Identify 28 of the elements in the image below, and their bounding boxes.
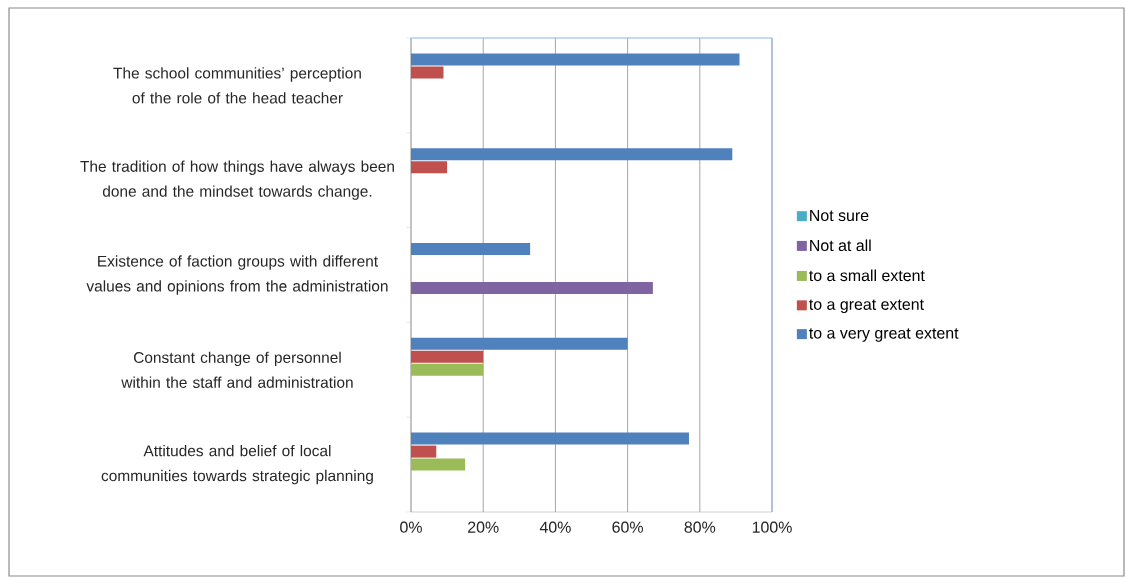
x-tick-label: 60% <box>612 521 643 533</box>
bar <box>411 242 531 255</box>
bar <box>411 363 484 376</box>
y-tick-label: The school communities’ perception of the role of the head teacher <box>113 67 361 104</box>
bar <box>411 337 628 350</box>
legend-label: to a very great extent <box>809 328 959 342</box>
y-tick-label: The tradition of how things have always been done and the mindset towards change. <box>80 160 394 200</box>
y-tick-label: Attitudes and belief of local communities towards strategic planning <box>101 444 373 485</box>
x-tick-label: 80% <box>684 521 716 533</box>
bar <box>411 432 689 445</box>
bar <box>411 458 466 471</box>
bar <box>411 281 653 294</box>
legend-label: to a great extent <box>809 299 924 314</box>
legend-label: Not sure <box>810 209 869 222</box>
legend-label: to a small extent <box>809 269 925 282</box>
legend-label: Not at all <box>810 239 871 252</box>
bar <box>411 445 437 458</box>
x-tick-label: 0% <box>400 521 422 533</box>
bar <box>411 161 448 174</box>
bar <box>411 350 484 363</box>
bar <box>411 66 444 79</box>
bar <box>411 148 733 161</box>
y-tick-label: Constant change of personnel within the staff and administration <box>121 351 353 388</box>
y-tick-label: Existence of faction groups with different values and opinions from the administration <box>86 255 388 295</box>
bar <box>411 53 740 66</box>
x-tick-label: 20% <box>468 521 499 533</box>
x-tick-label: 40% <box>539 521 571 533</box>
x-tick-label: 100% <box>752 521 792 533</box>
